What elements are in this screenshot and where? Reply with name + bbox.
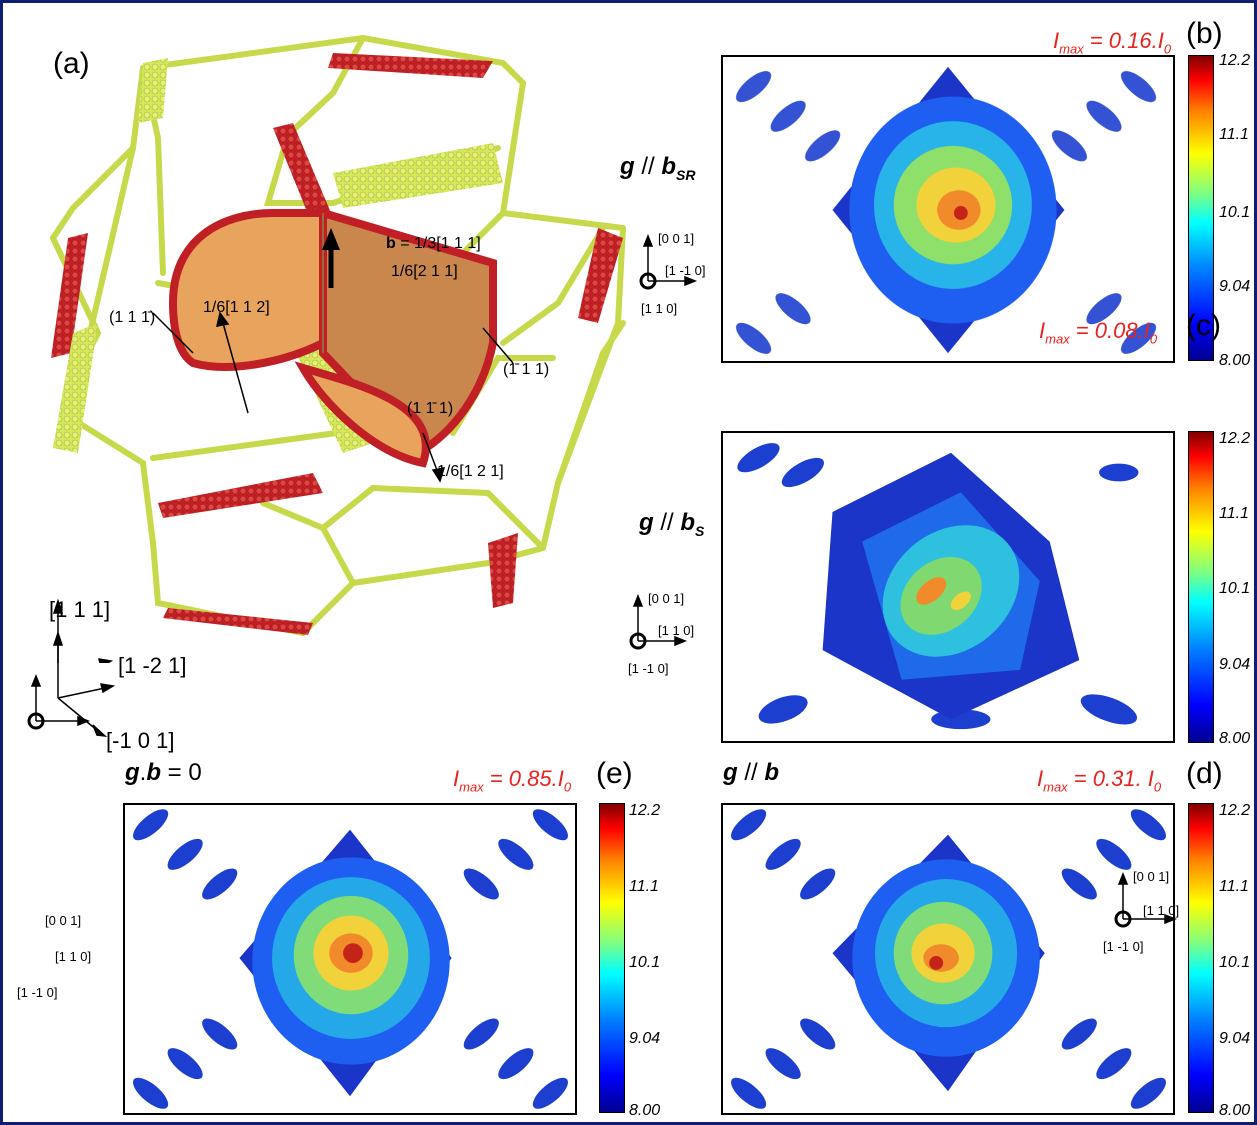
panel-b-colorbar	[1188, 55, 1214, 361]
panel-b-tick-0: 12.2	[1219, 52, 1251, 69]
panel-b-tick-2: 10.1	[1219, 204, 1251, 221]
panel-c-axis-right: [1 1 0]	[658, 623, 695, 638]
panel-e-letter: (e)	[596, 757, 633, 790]
axis-1m21-label: [1 -2 1]	[118, 653, 187, 678]
panel-e-axis-out: [1 -1 0]	[17, 985, 58, 1000]
panel-c-g-label: g // bS	[639, 509, 705, 539]
burgers-label: b = 1/3[1 1 1]	[386, 235, 481, 252]
panel-e-plot	[123, 803, 577, 1115]
panel-d-axis-out: [1 -1 0]	[1103, 939, 1144, 954]
panel-d-plot	[721, 803, 1175, 1115]
panel-c-tick-0: 12.2	[1219, 430, 1251, 447]
panel-d-letter: (d)	[1186, 757, 1223, 790]
panel-c-tick-4: 8.00	[1219, 730, 1251, 747]
panel-c-intensity-map	[737, 443, 1139, 730]
panel-e-tick-4: 8.00	[629, 1102, 661, 1119]
panel-e-axes-arrows	[27, 673, 91, 730]
panel-b-tick-4: 8.00	[1219, 352, 1251, 369]
panel-d-tick-2: 10.1	[1219, 954, 1251, 971]
plane-label-3: (1 1̄ 1)	[407, 400, 454, 417]
panel-c-tick-1: 11.1	[1219, 505, 1249, 522]
panel-c-axis-out: [1 -1 0]	[628, 661, 669, 676]
panel-a-letter: (a)	[53, 47, 90, 80]
panel-b-axes-arrows	[639, 233, 698, 290]
panel-d-axis-up: [0 0 1]	[1133, 869, 1170, 884]
panel-c-axes-arrows	[629, 593, 688, 650]
panel-e-g-label: g.b = 0	[125, 759, 202, 786]
panel-d-tick-3: 9.04	[1219, 1030, 1251, 1047]
panel-b-axis-right: [1 -1 0]	[665, 263, 706, 278]
panel-a-illustration	[50, 34, 626, 663]
axis-111-label: [1 1 1]	[49, 597, 111, 622]
partial-211-label: 1/6[2 1 1]	[391, 263, 458, 280]
panel-b-g-label: g // bSR	[620, 153, 696, 183]
panel-c-axis-up: [0 0 1]	[648, 591, 685, 606]
partial-arrows	[152, 311, 514, 483]
partial-112-label: 1/6[1 1 2]	[203, 299, 270, 316]
dislocation-loop	[168, 207, 497, 468]
panel-c-tick-3: 9.04	[1219, 656, 1251, 673]
panel-d-intensity-map	[730, 809, 1166, 1109]
panel-b-tick-3: 9.04	[1219, 278, 1251, 295]
panel-b-tick-1: 11.1	[1219, 126, 1249, 143]
burgers-arrow	[322, 228, 340, 288]
panel-d-imax: Imax = 0.31. I0	[1037, 766, 1162, 795]
panel-e-axis-up: [0 0 1]	[45, 913, 82, 928]
panel-d-tick-4: 8.00	[1219, 1102, 1251, 1119]
panel-e-tick-3: 9.04	[629, 1030, 661, 1047]
panel-e-tick-0: 12.2	[629, 802, 661, 819]
partial-121-label: 1/6[1 2 1]	[437, 463, 504, 480]
panel-d-g-label: g // b	[723, 759, 780, 786]
panel-e-intensity-map	[132, 809, 568, 1109]
panel-d-axes-arrows	[1114, 871, 1178, 928]
panel-c-imax: Imax = 0.08.I0	[1039, 318, 1158, 347]
panel-b-letter: (b)	[1186, 17, 1223, 50]
panel-d-axis-right: [1 1 0]	[1143, 903, 1180, 918]
plane-label-2: (1̄ 1 1)	[503, 361, 550, 378]
panel-b-axis-out: [1 1 0]	[641, 301, 678, 316]
panel-d-colorbar	[1188, 803, 1214, 1113]
panel-c-colorbar	[1188, 431, 1214, 743]
panel-e-imax: Imax = 0.85.I0	[453, 766, 572, 795]
panel-e-colorbar	[599, 803, 625, 1113]
plane-label-1: (1 1 1̄)	[109, 309, 156, 326]
panel-e-tick-1: 11.1	[629, 878, 659, 895]
panel-b-axis-up: [0 0 1]	[658, 231, 695, 246]
panel-d-tick-0: 12.2	[1219, 802, 1251, 819]
panel-d-tick-1: 11.1	[1219, 878, 1249, 895]
panel-c-letter: (c)	[1186, 309, 1221, 342]
axis-m101-label: [-1 0 1]	[106, 728, 175, 753]
panel-b-plot	[721, 55, 1175, 363]
panel-e-tick-2: 10.1	[629, 954, 661, 971]
lab-axes-arrows	[52, 630, 116, 738]
panel-c-plot	[721, 431, 1175, 743]
panel-c-tick-2: 10.1	[1219, 580, 1251, 597]
panel-e-axis-right: [1 1 0]	[55, 949, 92, 964]
panel-b-intensity-map	[735, 66, 1157, 354]
panel-b-imax: Imax = 0.16.I0	[1053, 28, 1172, 57]
